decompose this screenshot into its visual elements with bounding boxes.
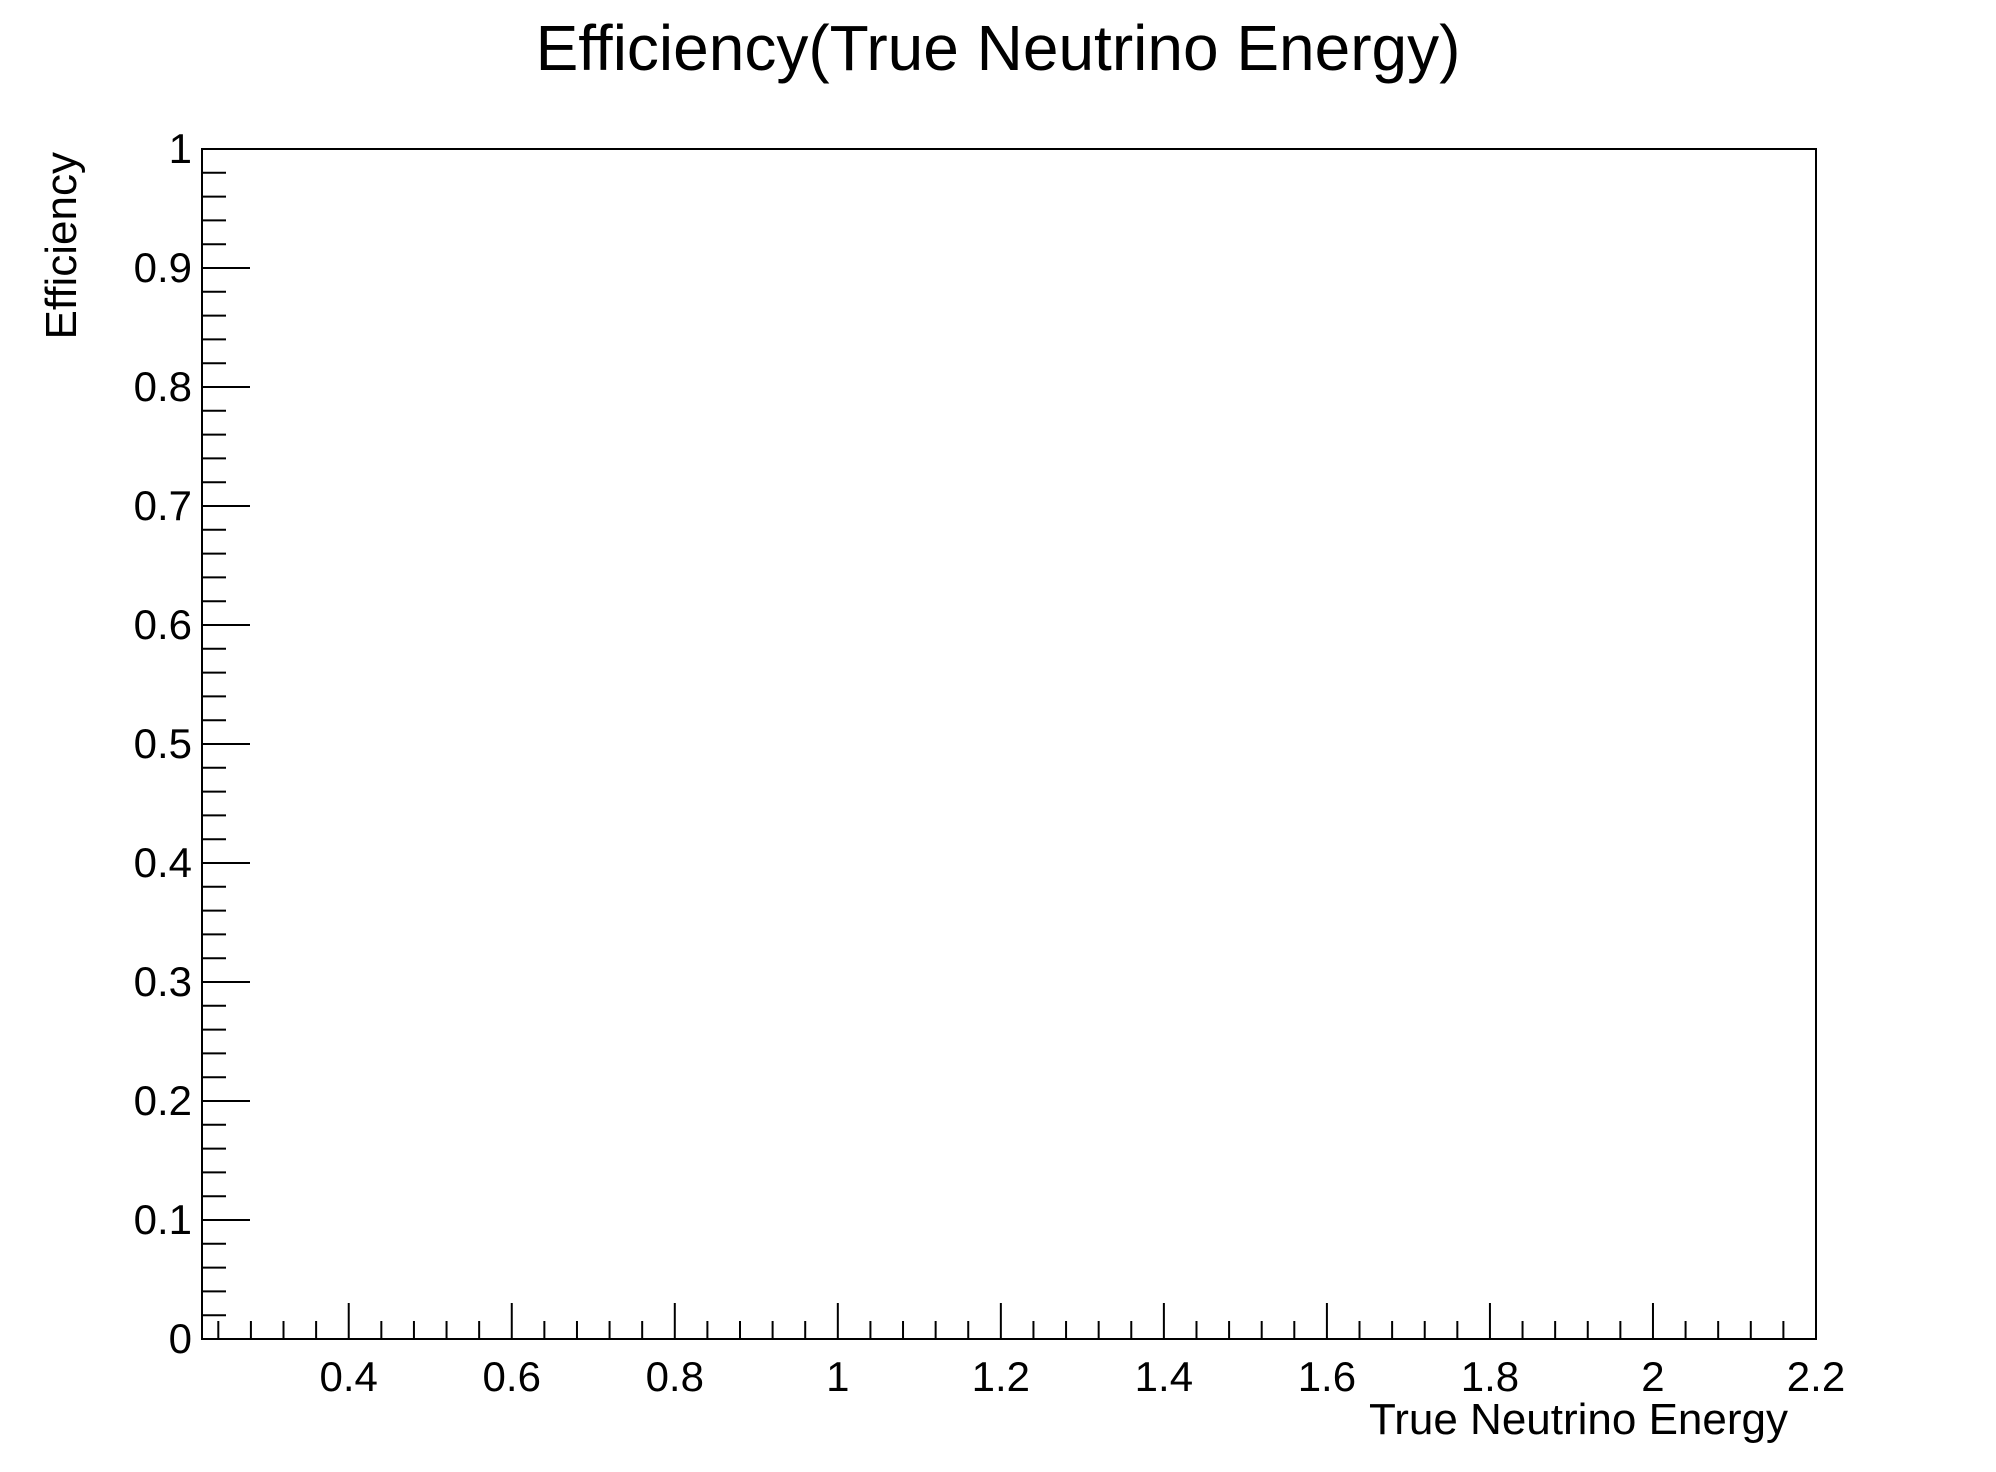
x-tick-label: 0.4: [320, 1353, 378, 1400]
y-tick-label: 0.4: [134, 839, 192, 886]
y-tick-label: 0.2: [134, 1077, 192, 1124]
x-tick-label: 0.6: [483, 1353, 541, 1400]
x-tick-label: 1.8: [1461, 1353, 1519, 1400]
x-tick-label: 1: [826, 1353, 849, 1400]
y-axis-ticks: [202, 148, 250, 1340]
x-tick-label: 2: [1641, 1353, 1664, 1400]
y-tick-label: 0.9: [134, 244, 192, 291]
y-tick-label: 0.3: [134, 958, 192, 1005]
x-axis-tick-labels: 0.4 0.6 0.8 1 1.2 1.4 1.6 1.8 2 2.2: [320, 1353, 1846, 1400]
x-tick-label: 1.6: [1298, 1353, 1356, 1400]
y-axis-label: Efficiency: [37, 152, 86, 340]
x-tick-label: 0.8: [646, 1353, 704, 1400]
y-axis-tick-labels: 0 0.1 0.2 0.3 0.4 0.5 0.6 0.7 0.8 0.9 1: [134, 125, 192, 1362]
y-tick-label: 0.6: [134, 601, 192, 648]
y-tick-label: 0.8: [134, 363, 192, 410]
chart-title: Efficiency(True Neutrino Energy): [536, 12, 1461, 84]
y-tick-label: 0: [169, 1315, 192, 1362]
x-tick-label: 1.2: [972, 1353, 1030, 1400]
x-tick-label: 1.4: [1135, 1353, 1193, 1400]
y-tick-label: 1: [169, 125, 192, 172]
x-axis-label: True Neutrino Energy: [1369, 1395, 1788, 1444]
x-tick-label: 2.2: [1787, 1353, 1845, 1400]
y-tick-label: 0.5: [134, 720, 192, 767]
y-tick-label: 0.7: [134, 482, 192, 529]
x-axis-ticks: [217, 1303, 1817, 1339]
plot-frame: [201, 148, 1817, 1340]
y-tick-label: 0.1: [134, 1196, 192, 1243]
